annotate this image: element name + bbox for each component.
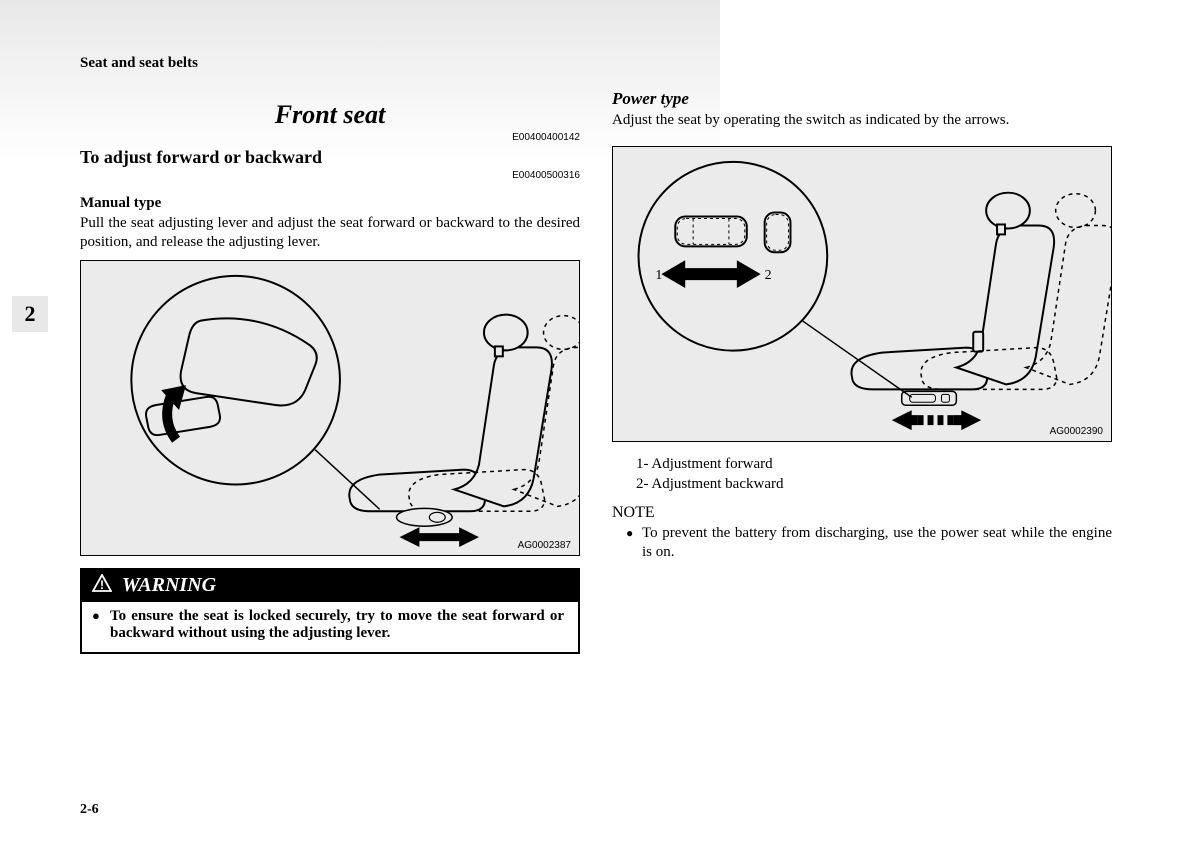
page-header: Seat and seat belts xyxy=(80,55,580,72)
power-type-heading: Power type xyxy=(612,89,1112,109)
warning-label: WARNING xyxy=(122,574,216,597)
manual-type-heading: Manual type xyxy=(80,195,580,212)
note-label: NOTE xyxy=(612,504,1112,522)
section-tab: 2 xyxy=(12,296,48,332)
figure-power-seat: 1 2 AG0002390 xyxy=(612,146,1112,442)
manual-type-text: Pull the seat adjusting lever and adjust… xyxy=(80,214,580,252)
switch-legend: 1- Adjustment forward 2- Adjustment back… xyxy=(612,454,1112,495)
switch-label-1: 1 xyxy=(655,268,662,283)
manual-seat-illustration xyxy=(81,261,579,555)
power-type-text: Adjust the seat by operating the switch … xyxy=(612,111,1112,130)
svg-text:!: ! xyxy=(100,578,104,592)
switch-label-2: 2 xyxy=(765,268,772,283)
sub-heading-adjust: To adjust forward or backward xyxy=(80,147,580,168)
main-title: Front seat xyxy=(80,100,580,130)
note-text: To prevent the battery from discharging,… xyxy=(612,524,1112,562)
title-code: E00400400142 xyxy=(80,132,580,143)
page-number: 2-6 xyxy=(80,802,99,818)
figure2-code: AG0002390 xyxy=(1050,426,1103,437)
legend-item-1: 1- Adjustment forward xyxy=(636,454,1112,474)
right-column: Power type Adjust the seat by operating … xyxy=(612,55,1112,654)
figure1-code: AG0002387 xyxy=(518,540,571,551)
sub-code: E00400500316 xyxy=(80,170,580,181)
power-seat-illustration: 1 2 xyxy=(613,147,1111,441)
legend-item-2: 2- Adjustment backward xyxy=(636,474,1112,494)
page-content: Seat and seat belts Front seat E00400400… xyxy=(0,0,1200,684)
left-column: Seat and seat belts Front seat E00400400… xyxy=(80,55,580,654)
warning-text: To ensure the seat is locked securely, t… xyxy=(82,602,578,652)
warning-box: ! WARNING To ensure the seat is locked s… xyxy=(80,568,580,654)
warning-triangle-icon: ! xyxy=(92,574,112,598)
figure-manual-seat: AG0002387 xyxy=(80,260,580,556)
warning-header: ! WARNING xyxy=(82,570,578,602)
